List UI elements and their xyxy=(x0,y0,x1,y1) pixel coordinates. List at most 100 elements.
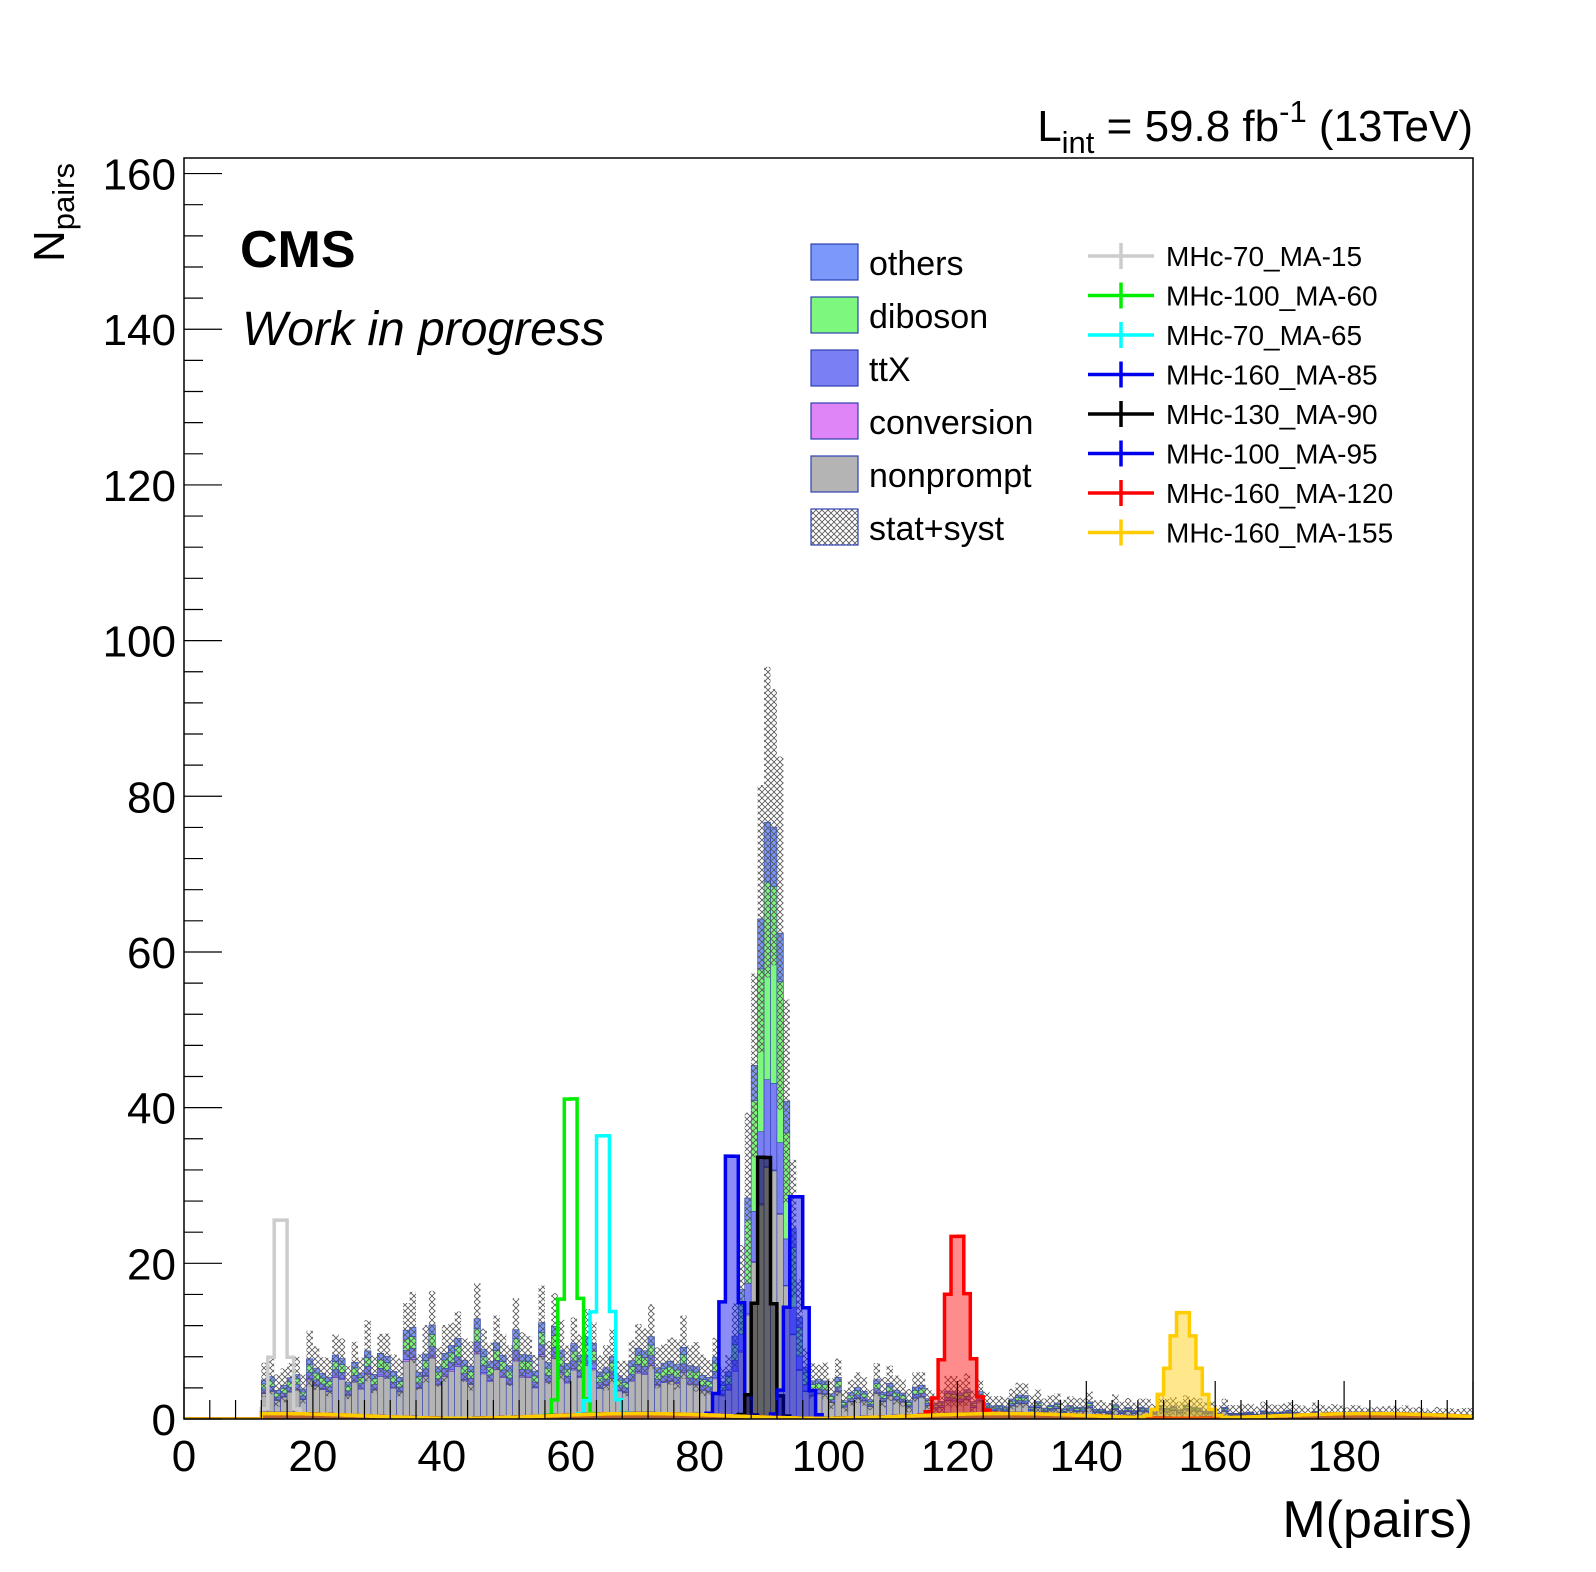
uncertainty-band xyxy=(1182,1395,1190,1415)
uncertainty-band xyxy=(976,1379,984,1404)
uncertainty-band xyxy=(622,1360,629,1397)
uncertainty-band xyxy=(454,1311,462,1365)
uncertainty-band xyxy=(435,1346,442,1387)
uncertainty-band xyxy=(1086,1391,1093,1413)
uncertainty-band xyxy=(815,1364,823,1395)
uncertainty-band xyxy=(751,973,758,1158)
y-tick-label: 120 xyxy=(103,462,176,511)
bar-nonprompt xyxy=(480,1373,488,1419)
uncertainty-band xyxy=(963,1373,971,1406)
uncertainty-band xyxy=(712,1337,719,1377)
y-tick-label: 20 xyxy=(127,1240,176,1289)
uncertainty-band xyxy=(416,1354,423,1390)
uncertainty-band xyxy=(1253,1406,1261,1419)
y-axis-title-base: N xyxy=(25,230,74,262)
uncertainty-band xyxy=(1447,1408,1454,1419)
uncertainty-band xyxy=(673,1339,681,1390)
lumi-value: = 59.8 fb xyxy=(1094,102,1279,151)
uncertainty-band xyxy=(693,1342,700,1392)
y-axis-title: Npairs xyxy=(25,163,81,262)
uncertainty-band xyxy=(1453,1408,1461,1419)
lumi-sub: int xyxy=(1062,125,1095,160)
x-axis-title: M(pairs) xyxy=(1282,1491,1473,1549)
legend-label-others: others xyxy=(869,245,964,283)
bar-nonprompt xyxy=(447,1370,455,1419)
uncertainty-band xyxy=(351,1341,359,1383)
x-tick-label: 160 xyxy=(1178,1432,1251,1481)
uncertainty-band xyxy=(383,1333,391,1379)
x-tick-label: 40 xyxy=(417,1432,466,1481)
bar-nonprompt xyxy=(441,1375,449,1419)
bar-nonprompt xyxy=(538,1356,546,1419)
uncertainty-band xyxy=(725,1355,732,1389)
uncertainty-band xyxy=(287,1362,294,1393)
uncertainty-band xyxy=(506,1345,513,1386)
uncertainty-band xyxy=(944,1375,951,1407)
uncertainty-band xyxy=(280,1368,288,1403)
uncertainty-band xyxy=(1034,1389,1042,1414)
uncertainty-band xyxy=(1041,1398,1048,1418)
status-label: Work in progress xyxy=(242,303,605,356)
axes: 0 20 40 60 80 100 120 140 160 180 0 20 40 60 80 100 120 1… xyxy=(103,151,1474,1481)
bar-nonprompt xyxy=(415,1388,423,1419)
x-tick-label: 20 xyxy=(288,1432,337,1481)
y-tick-label: 60 xyxy=(127,929,176,978)
uncertainty-band xyxy=(538,1285,545,1360)
lumi-label: Lint = 59.8 fb-1 (13TeV) xyxy=(1037,94,1473,160)
bar-nonprompt xyxy=(518,1376,526,1419)
uncertainty-band xyxy=(1073,1398,1080,1417)
uncertainty-band xyxy=(461,1338,468,1383)
uncertainty-band xyxy=(905,1388,913,1413)
uncertainty-band xyxy=(274,1374,281,1407)
uncertainty-band xyxy=(1266,1404,1274,1419)
bar-nonprompt xyxy=(377,1376,385,1419)
y-axis-title-sub: pairs xyxy=(46,163,81,230)
uncertainty-band xyxy=(493,1315,500,1371)
bar-ttX xyxy=(776,1142,784,1214)
uncertainty-band xyxy=(525,1336,533,1375)
bar-nonprompt xyxy=(647,1365,655,1419)
uncertainty-band xyxy=(338,1338,346,1379)
uncertainty-band xyxy=(1118,1401,1125,1419)
uncertainty-band xyxy=(1460,1408,1467,1419)
bar-nonprompt xyxy=(454,1366,462,1419)
bar-nonprompt xyxy=(460,1380,468,1419)
uncertainty-band xyxy=(409,1291,417,1363)
uncertainty-band xyxy=(512,1298,520,1362)
uncertainty-band xyxy=(699,1354,707,1396)
uncertainty-band xyxy=(950,1375,958,1408)
legend-label-ttX: ttX xyxy=(869,351,911,389)
uncertainty-band xyxy=(1228,1404,1235,1419)
lumi-energy: (13TeV) xyxy=(1307,102,1473,151)
uncertainty-band xyxy=(1331,1404,1338,1419)
uncertainty-band xyxy=(1176,1401,1183,1418)
bar-nonprompt xyxy=(402,1360,410,1419)
bar-nonprompt xyxy=(428,1357,436,1419)
uncertainty-band xyxy=(718,1366,726,1397)
uncertainty-band xyxy=(1015,1382,1022,1408)
uncertainty-band xyxy=(660,1343,668,1383)
x-tick-label: 180 xyxy=(1307,1432,1380,1481)
x-tick-label: 140 xyxy=(1050,1432,1123,1481)
uncertainty-band xyxy=(325,1357,333,1397)
uncertainty-band xyxy=(486,1342,494,1381)
uncertainty-band xyxy=(1234,1405,1241,1419)
uncertainty-band xyxy=(332,1334,339,1376)
cms-label: CMS xyxy=(240,221,356,279)
uncertainty-band xyxy=(1311,1402,1319,1419)
uncertainty-band xyxy=(1279,1403,1287,1419)
uncertainty-band xyxy=(783,999,790,1203)
uncertainty-band xyxy=(1240,1404,1248,1419)
uncertainty-band xyxy=(267,1358,275,1395)
uncertainty-band xyxy=(635,1323,642,1373)
uncertainty-band xyxy=(532,1354,539,1388)
uncertainty-band xyxy=(312,1346,320,1390)
bar-nonprompt xyxy=(422,1376,430,1419)
uncertainty-band xyxy=(938,1388,945,1414)
uncertainty-band xyxy=(261,1362,268,1398)
bar-nonprompt xyxy=(512,1360,520,1419)
legend-swatch-stat+syst xyxy=(810,508,859,546)
uncertainty-band xyxy=(776,756,784,1110)
uncertainty-band xyxy=(1105,1403,1113,1419)
uncertainty-band xyxy=(1144,1398,1151,1418)
